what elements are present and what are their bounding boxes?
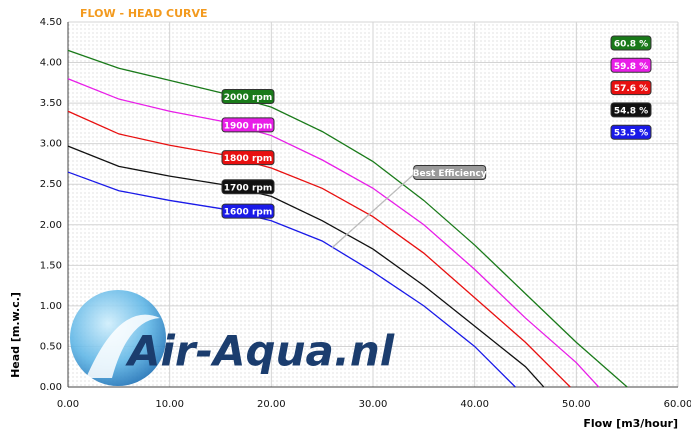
y-tick-label: 3.00 <box>40 139 62 150</box>
efficiency-label: 54.8 % <box>614 106 648 116</box>
chart-title: FLOW - HEAD CURVE <box>80 7 208 20</box>
efficiency-label-box <box>610 35 652 51</box>
x-tick-label: 10.00 <box>155 399 184 410</box>
series-line <box>67 171 516 388</box>
legend-label: 1600 rpm <box>224 208 272 218</box>
legend-label-box <box>221 150 275 166</box>
legend-label-box <box>221 179 275 195</box>
x-tick-label: 40.00 <box>460 399 489 410</box>
legend-label-box <box>221 117 275 133</box>
legend-label-box <box>221 203 275 219</box>
grid <box>67 21 679 388</box>
legend-label-box <box>221 88 275 104</box>
x-tick-label: 60.00 <box>664 399 691 410</box>
y-tick-label: 3.50 <box>40 98 62 109</box>
legend-label: 1900 rpm <box>224 121 272 131</box>
logo-text: Air-Aqua.nl <box>125 327 395 376</box>
y-tick-label: 2.00 <box>40 220 62 231</box>
efficiency-label-box <box>610 102 652 118</box>
annotation-box <box>413 164 487 180</box>
efficiency-label: 53.5 % <box>614 129 648 139</box>
x-tick-label: 0.00 <box>57 399 79 410</box>
annotation-line <box>331 174 415 248</box>
y-tick-label: 2.50 <box>40 179 62 190</box>
legend-label: 1800 rpm <box>224 154 272 164</box>
efficiency-label: 57.6 % <box>614 84 648 94</box>
x-tick-label: 20.00 <box>257 399 286 410</box>
efficiency-label: 60.8 % <box>614 40 648 50</box>
series-line <box>67 49 628 388</box>
series-line <box>67 78 600 388</box>
efficiency-label-box <box>610 57 652 73</box>
efficiency-label-box <box>610 124 652 140</box>
legend-label: 2000 rpm <box>224 93 272 103</box>
x-tick-label: 30.00 <box>359 399 388 410</box>
logo: Air-Aqua.nl <box>70 290 395 386</box>
y-tick-label: 4.50 <box>40 17 62 28</box>
y-axis-label: Head [m.w.c.] <box>9 292 22 378</box>
x-axis-label: Flow [m3/hour] <box>583 417 678 430</box>
logo-swirl <box>86 314 160 378</box>
y-tick-label: 0.50 <box>40 341 62 352</box>
y-tick-label: 0.00 <box>40 382 62 393</box>
series-line <box>67 145 545 388</box>
efficiency-label: 59.8 % <box>614 62 648 72</box>
annotation: Best Efficiency <box>413 169 487 179</box>
y-tick-label: 4.00 <box>40 58 62 69</box>
efficiency-label-box <box>610 80 652 96</box>
legend-label: 1700 rpm <box>224 183 272 193</box>
series-line <box>67 110 571 388</box>
y-tick-label: 1.50 <box>40 260 62 271</box>
x-tick-label: 50.00 <box>562 399 591 410</box>
y-tick-label: 1.00 <box>40 301 62 312</box>
